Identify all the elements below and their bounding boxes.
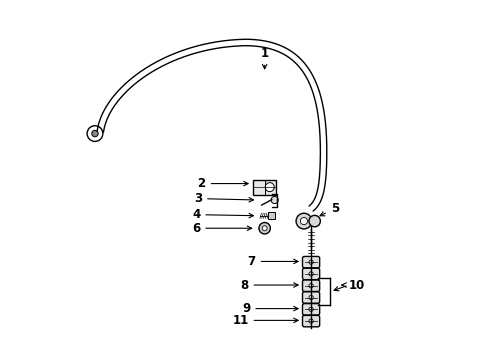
Text: 6: 6 [192,222,252,235]
Text: 9: 9 [242,302,298,315]
FancyBboxPatch shape [302,280,319,292]
Circle shape [265,183,274,192]
Circle shape [300,217,308,225]
Circle shape [271,197,278,203]
FancyBboxPatch shape [302,303,319,315]
Circle shape [309,307,313,311]
Text: 5: 5 [320,202,339,216]
Circle shape [309,284,313,288]
FancyBboxPatch shape [268,212,275,219]
Text: 11: 11 [232,314,298,327]
Circle shape [309,296,313,300]
Circle shape [92,130,98,137]
Text: 7: 7 [247,255,298,268]
Circle shape [262,226,267,231]
Text: 4: 4 [192,208,253,221]
Text: 3: 3 [194,192,253,205]
FancyBboxPatch shape [302,315,319,327]
FancyBboxPatch shape [302,292,319,303]
FancyBboxPatch shape [302,256,319,268]
Circle shape [309,260,313,264]
Circle shape [309,272,313,276]
FancyBboxPatch shape [253,180,276,195]
Circle shape [296,213,312,229]
Circle shape [259,222,270,234]
Text: 1: 1 [261,47,269,69]
Text: 10: 10 [342,279,365,292]
Text: 8: 8 [240,279,298,292]
Circle shape [309,319,313,323]
Text: 2: 2 [197,177,248,190]
Circle shape [309,215,320,227]
FancyBboxPatch shape [302,268,319,280]
